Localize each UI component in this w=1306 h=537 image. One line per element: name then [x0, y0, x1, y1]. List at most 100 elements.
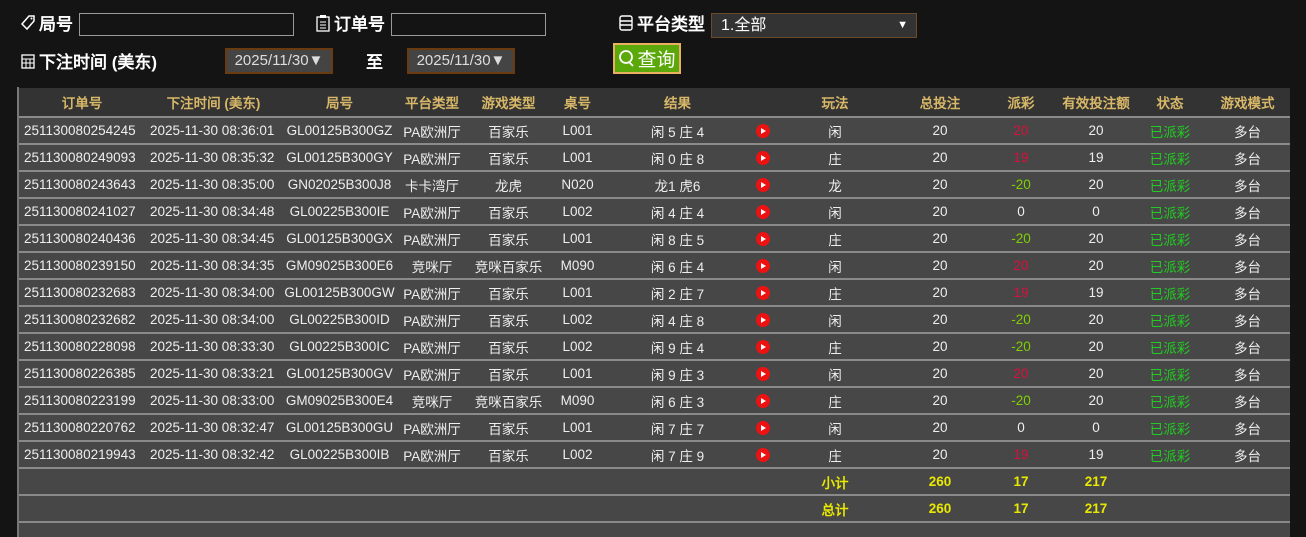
replay-cell[interactable]	[750, 252, 775, 280]
order-id-cell: 251130080249093	[19, 144, 145, 172]
table-row[interactable]: 251130080249093 2025-11-30 08:35:32 GL0012…	[19, 144, 1290, 172]
replay-cell[interactable]	[750, 171, 775, 199]
table-row[interactable]: 251130080232682 2025-11-30 08:34:00 GL0022…	[19, 306, 1290, 334]
platform-select[interactable]: 1.全部 ▼	[711, 13, 917, 38]
database-icon	[619, 14, 633, 31]
replay-cell[interactable]	[750, 441, 775, 469]
status-cell: 已派彩	[1135, 279, 1205, 307]
result-cell: 闲 4 庄 8	[605, 306, 750, 334]
order-id-cell: 251130080239150	[19, 252, 145, 280]
replay-cell[interactable]	[750, 333, 775, 361]
empty-cell	[1205, 495, 1290, 523]
game-mode-cell: 多台	[1205, 441, 1290, 469]
order-id-cell: 251130080232683	[19, 279, 145, 307]
play-video-icon[interactable]	[755, 178, 770, 193]
play-type-cell: 庄	[775, 225, 895, 253]
table-row[interactable]: 251130080219943 2025-11-30 08:32:42 GL0022…	[19, 441, 1290, 469]
table-row[interactable]: 251130080228098 2025-11-30 08:33:30 GL0022…	[19, 333, 1290, 361]
replay-cell[interactable]	[750, 360, 775, 388]
query-button[interactable]: 查询	[613, 43, 681, 74]
round-id-cell: GM09025B300E4	[282, 387, 397, 415]
result-cell: 闲 7 庄 9	[605, 441, 750, 469]
play-video-icon[interactable]	[755, 421, 770, 436]
status-cell: 已派彩	[1135, 171, 1205, 199]
play-video-icon[interactable]	[755, 286, 770, 301]
payout-cell: -20	[985, 387, 1057, 415]
total-bet-cell: 20	[895, 252, 985, 280]
calendar-icon	[21, 53, 35, 69]
bet-time-cell: 2025-11-30 08:33:21	[145, 360, 282, 388]
play-video-icon[interactable]	[755, 340, 770, 355]
empty-cell	[19, 468, 145, 496]
table-row[interactable]: 251130080241027 2025-11-30 08:34:48 GL0022…	[19, 198, 1290, 226]
column-header: 结果	[605, 88, 750, 118]
order-label: 订单号	[315, 10, 385, 35]
order-input[interactable]	[391, 13, 546, 36]
total-bet-cell: 20	[895, 171, 985, 199]
total-bet-cell: 20	[895, 117, 985, 145]
platform-cell: PA欧洲厅	[397, 441, 467, 469]
replay-cell[interactable]	[750, 414, 775, 442]
total-payout: 17	[985, 495, 1057, 523]
replay-cell[interactable]	[750, 117, 775, 145]
table-row[interactable]: 251130080223199 2025-11-30 08:33:00 GM0902…	[19, 387, 1290, 415]
play-video-icon[interactable]	[755, 259, 770, 274]
replay-cell[interactable]	[750, 198, 775, 226]
empty-cell	[550, 468, 605, 496]
platform-cell: PA欧洲厅	[397, 306, 467, 334]
bet-time-cell: 2025-11-30 08:33:00	[145, 387, 282, 415]
play-video-icon[interactable]	[755, 124, 770, 139]
game-type-cell: 百家乐	[467, 198, 550, 226]
table-row[interactable]: 251130080239150 2025-11-30 08:34:35 GM0902…	[19, 252, 1290, 280]
play-video-icon[interactable]	[755, 313, 770, 328]
table-row[interactable]: 251130080232683 2025-11-30 08:34:00 GL0012…	[19, 279, 1290, 307]
total-bet-cell: 20	[895, 198, 985, 226]
replay-cell[interactable]	[750, 306, 775, 334]
payout-cell: 20	[985, 252, 1057, 280]
play-video-icon[interactable]	[755, 205, 770, 220]
table-row[interactable]: 251130080220762 2025-11-30 08:32:47 GL0012…	[19, 414, 1290, 442]
play-video-icon[interactable]	[755, 367, 770, 382]
play-video-icon[interactable]	[755, 448, 770, 463]
bet-time-cell: 2025-11-30 08:34:48	[145, 198, 282, 226]
status-cell: 已派彩	[1135, 414, 1205, 442]
payout-cell: 19	[985, 279, 1057, 307]
valid-bet-cell: 19	[1057, 144, 1135, 172]
play-type-cell: 闲	[775, 360, 895, 388]
play-video-icon[interactable]	[755, 232, 770, 247]
total-bet-cell: 20	[895, 225, 985, 253]
round-input[interactable]	[79, 13, 294, 36]
replay-cell[interactable]	[750, 387, 775, 415]
play-video-icon[interactable]	[755, 394, 770, 409]
table-id-cell: L001	[550, 279, 605, 307]
table-row[interactable]: 251130080226385 2025-11-30 08:33:21 GL0012…	[19, 360, 1290, 388]
table-row[interactable]: 251130080243643 2025-11-30 08:35:00 GN0202…	[19, 171, 1290, 199]
total-bet-cell: 20	[895, 306, 985, 334]
bet-time-cell: 2025-11-30 08:33:30	[145, 333, 282, 361]
replay-cell[interactable]	[750, 225, 775, 253]
column-header	[750, 88, 775, 118]
empty-cell	[1135, 495, 1205, 523]
date-from-select[interactable]: 2025/11/30▼	[225, 48, 333, 74]
valid-bet-cell: 19	[1057, 441, 1135, 469]
result-cell: 闲 0 庄 8	[605, 144, 750, 172]
valid-bet-cell: 20	[1057, 171, 1135, 199]
column-header: 状态	[1135, 88, 1205, 118]
round-id-cell: GL00225B300ID	[282, 306, 397, 334]
replay-cell[interactable]	[750, 279, 775, 307]
table-row[interactable]: 251130080254245 2025-11-30 08:36:01 GL0012…	[19, 117, 1290, 145]
payout-cell: 19	[985, 144, 1057, 172]
round-label: 局号	[20, 10, 73, 35]
replay-cell[interactable]	[750, 144, 775, 172]
subtotal-label: 小计	[775, 468, 895, 496]
status-cell: 已派彩	[1135, 360, 1205, 388]
date-to-select[interactable]: 2025/11/30▼	[407, 48, 515, 74]
game-type-cell: 竞咪百家乐	[467, 252, 550, 280]
column-header: 玩法	[775, 88, 895, 118]
table-id-cell: N020	[550, 171, 605, 199]
subtotal-valid-bet: 217	[1057, 468, 1135, 496]
table-row[interactable]: 251130080240436 2025-11-30 08:34:45 GL0012…	[19, 225, 1290, 253]
play-video-icon[interactable]	[755, 151, 770, 166]
bet-time-cell: 2025-11-30 08:32:42	[145, 441, 282, 469]
game-type-cell: 百家乐	[467, 225, 550, 253]
